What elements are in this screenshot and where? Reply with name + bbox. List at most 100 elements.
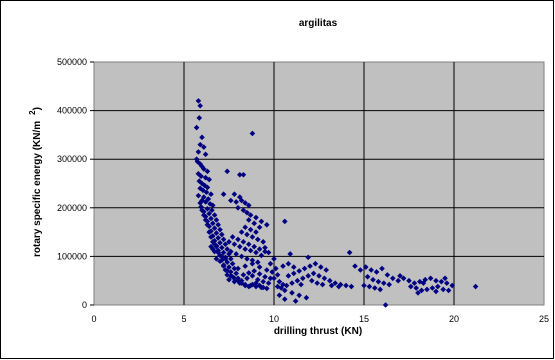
data-point <box>237 243 243 250</box>
data-point <box>203 189 210 196</box>
data-point <box>373 269 380 275</box>
data-point <box>202 217 209 223</box>
data-point <box>244 231 250 238</box>
y-axis-title-sup: 2 <box>28 110 37 115</box>
data-point <box>242 224 248 231</box>
data-point <box>314 280 320 286</box>
y-axis-ticks: 0 100000 200000 300000 400000 500000 <box>57 57 94 310</box>
data-point <box>204 222 211 228</box>
data-point <box>262 248 268 255</box>
data-point <box>357 267 364 273</box>
data-point <box>238 229 245 235</box>
data-point <box>287 251 293 257</box>
data-point <box>211 212 218 218</box>
data-point <box>208 234 214 240</box>
data-point <box>247 247 254 254</box>
data-point <box>224 259 230 266</box>
data-point <box>220 263 227 269</box>
data-point <box>219 244 225 251</box>
data-point <box>229 234 236 240</box>
data-point <box>228 256 234 262</box>
data-point <box>251 220 257 227</box>
data-point <box>296 292 302 299</box>
data-point <box>283 282 290 289</box>
data-point <box>332 280 338 286</box>
data-point <box>228 197 234 204</box>
data-point <box>249 273 256 279</box>
data-point <box>213 217 220 223</box>
data-point <box>289 280 295 286</box>
data-point <box>292 298 299 304</box>
data-point <box>224 268 230 274</box>
data-point <box>197 185 203 192</box>
data-point <box>233 270 239 277</box>
data-point <box>211 248 218 255</box>
y-axis-title-group: rotary specific energy (KN/m 2) <box>28 107 43 257</box>
data-point <box>319 281 326 288</box>
data-point <box>224 168 230 175</box>
data-point <box>285 260 292 267</box>
data-point <box>300 275 306 282</box>
data-point <box>260 239 266 245</box>
data-point <box>220 236 227 243</box>
data-point <box>204 184 211 191</box>
data-point <box>406 277 412 284</box>
data-point <box>411 280 418 286</box>
data-point <box>195 149 202 155</box>
y-axis-title: rotary specific energy (KN/m 2) <box>28 107 43 257</box>
data-point <box>316 273 322 279</box>
data-point <box>240 272 247 278</box>
data-point <box>244 256 250 262</box>
data-point <box>255 276 261 283</box>
data-point <box>427 275 434 282</box>
data-point <box>328 282 335 289</box>
data-point <box>219 231 225 238</box>
data-point <box>348 283 355 290</box>
data-point <box>201 144 207 150</box>
data-point <box>213 243 220 250</box>
data-point <box>386 281 392 288</box>
data-point <box>251 268 257 274</box>
data-point <box>408 283 414 290</box>
data-point <box>253 214 259 221</box>
x-tick-label: 20 <box>449 314 459 324</box>
data-point <box>242 200 248 206</box>
data-point <box>238 197 245 204</box>
data-point <box>265 280 272 286</box>
data-point <box>256 264 263 270</box>
data-point <box>262 274 268 280</box>
data-point <box>445 287 452 294</box>
data-point <box>220 249 227 256</box>
data-point <box>375 278 382 285</box>
data-point <box>240 171 247 178</box>
data-point <box>267 275 274 282</box>
y-tick-label: 400000 <box>57 106 87 116</box>
data-point <box>318 264 324 270</box>
chart-title: argilitas <box>299 18 338 29</box>
data-point <box>265 249 272 256</box>
data-point <box>238 280 245 286</box>
data-point <box>258 252 265 259</box>
data-point <box>231 265 238 272</box>
data-point <box>210 202 216 209</box>
data-point <box>235 236 241 243</box>
data-point <box>226 264 232 270</box>
plot-area <box>93 61 545 306</box>
data-point <box>220 191 227 197</box>
data-point <box>204 168 211 175</box>
data-point <box>278 285 284 291</box>
data-point <box>247 212 254 218</box>
data-point <box>271 275 277 282</box>
data-point <box>237 194 243 200</box>
data-point <box>291 264 297 270</box>
data-point <box>298 281 304 288</box>
data-point <box>210 239 216 245</box>
data-point <box>224 246 230 252</box>
data-point <box>199 207 205 214</box>
data-point <box>197 141 203 148</box>
data-point <box>343 282 349 289</box>
data-point <box>305 254 311 261</box>
data-point <box>213 256 220 262</box>
